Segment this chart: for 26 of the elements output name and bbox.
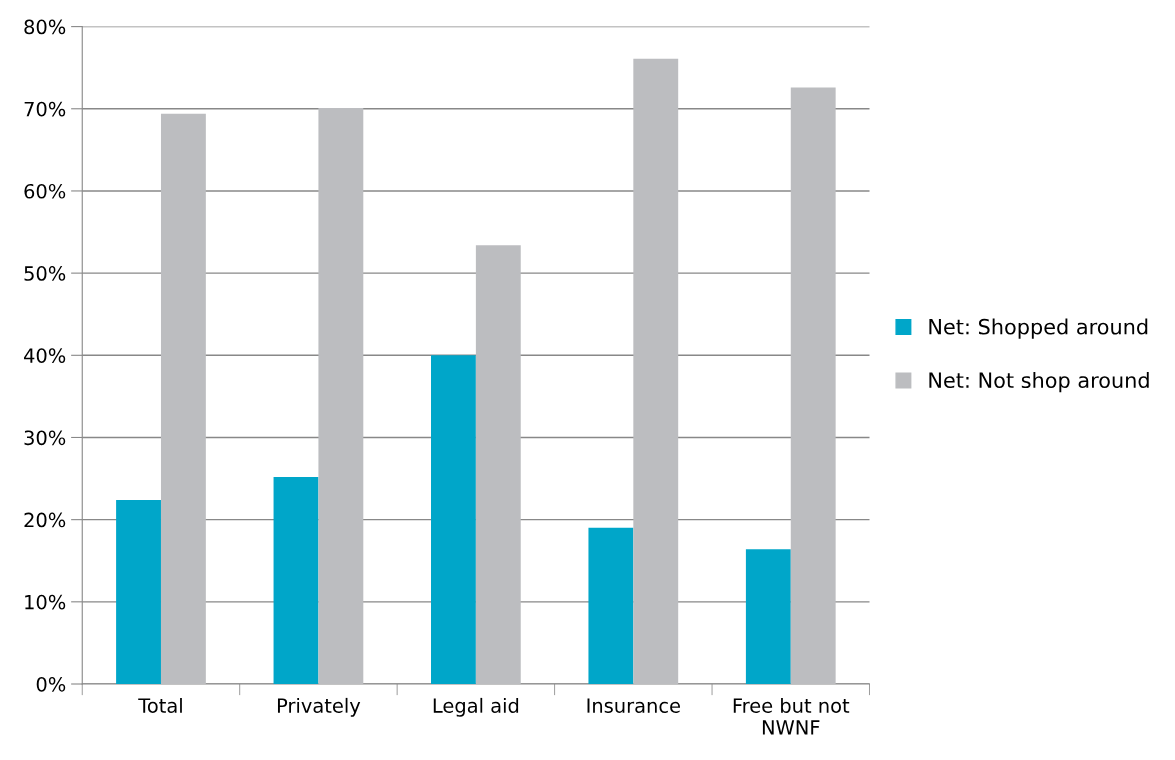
bar — [318, 107, 364, 684]
y-tick-label: 0% — [36, 676, 66, 692]
y-tick-label: 40% — [24, 348, 66, 363]
x-tick-label: Total — [138, 697, 182, 713]
y-tick-label: 80% — [24, 19, 66, 35]
bar — [160, 113, 206, 684]
x-tick-label: Insurance — [587, 698, 680, 713]
y-tick-label: 70% — [24, 101, 66, 117]
bar — [116, 499, 161, 684]
bar — [273, 476, 319, 684]
bar — [431, 355, 476, 684]
x-tick-label: Privately — [277, 697, 361, 717]
bar — [588, 527, 634, 684]
y-tick-label: 50% — [24, 266, 66, 281]
y-tick-label: 10% — [25, 594, 66, 610]
bar — [633, 58, 679, 684]
y-tick-label: 60% — [24, 183, 66, 199]
legend-label: Net: Not shop around — [929, 371, 1149, 393]
x-tick-label: Legal aid — [433, 697, 519, 717]
bar — [745, 549, 791, 684]
y-tick-label: 30% — [24, 430, 66, 446]
x-tick-label: Free but not NWNF — [733, 697, 850, 735]
legend-label: Net: Shopped around — [929, 318, 1148, 339]
bar — [790, 87, 836, 684]
bar — [475, 245, 521, 684]
y-tick-label: 20% — [24, 512, 66, 528]
